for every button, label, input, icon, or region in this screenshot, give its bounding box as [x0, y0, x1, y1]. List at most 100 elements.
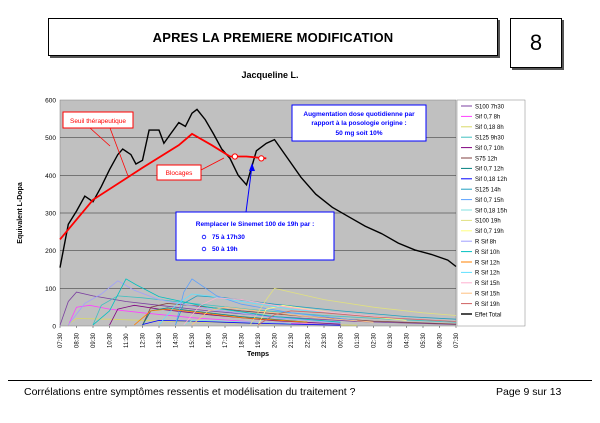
series-line	[175, 278, 358, 326]
x-tick-label: 10:30	[108, 332, 114, 348]
chart-title: Jacqueline L.	[241, 70, 298, 80]
page-title: APRES LA PREMIERE MODIFICATION	[152, 29, 394, 45]
y-tick-label: 500	[45, 135, 56, 142]
threshold-callout: Seuil thérapeutique	[62, 111, 134, 177]
legend-label: S100 19h	[475, 219, 501, 225]
y-tick-label: 0	[52, 324, 56, 331]
dose-increase-line-3: 50 mg soit 10%	[336, 130, 383, 137]
threshold-arrow-1	[89, 127, 111, 147]
series-line	[92, 278, 341, 326]
legend-label: S75 12h	[475, 156, 497, 162]
y-tick-labels: 0 100 200 300 400 500 600	[45, 98, 56, 331]
x-axis-label: Temps	[247, 351, 269, 358]
legend-label: Sif 0,7 15h	[475, 198, 504, 204]
y-axis-label: Equivalent L-Dopa	[17, 182, 24, 244]
x-tick-label: 18:30	[240, 332, 246, 348]
blockage-callout: Blocages	[156, 157, 225, 181]
legend-label: Sif 0,18 12h	[475, 177, 507, 183]
x-tick-label: 23:30	[322, 332, 328, 348]
legend-label: Sif 0,18 15h	[475, 208, 507, 214]
threshold-label: Seuil thérapeutique	[70, 118, 126, 125]
x-tick-label: 07:30	[454, 332, 460, 348]
x-tick-label: 09:30	[91, 332, 97, 348]
series-line	[134, 308, 308, 326]
legend-label: S100 7h30	[475, 104, 505, 110]
legend-label: S125 14h	[475, 188, 501, 194]
threshold-group	[59, 132, 267, 240]
x-tick-label: 00:30	[339, 332, 345, 348]
page-number: 8	[529, 30, 543, 55]
blockage-arrow	[200, 157, 225, 171]
x-tick-label: 08:30	[75, 332, 81, 348]
legend-label: R Sif 8h	[475, 240, 496, 246]
x-tick-label: 07:30	[58, 332, 64, 348]
dose-increase-box	[291, 104, 427, 142]
replacement-arrow	[245, 165, 253, 213]
series-line	[67, 304, 325, 326]
y-tick-label: 300	[45, 211, 56, 218]
y-tick-label: 100	[45, 286, 56, 293]
series-line	[191, 306, 374, 326]
series-line	[183, 319, 292, 326]
x-tick-label: 01:30	[355, 332, 361, 348]
x-tick-label: 21:30	[289, 332, 295, 348]
blockage-label-box	[156, 164, 202, 181]
dose-increase-line-1: Augmentation dose quotidienne par	[303, 111, 415, 118]
legend-label: S125 9h30	[475, 136, 505, 142]
y-tick-label: 200	[45, 248, 56, 255]
series-line	[67, 280, 341, 326]
blockage-label: Blocages	[166, 170, 193, 177]
title-box: APRES LA PREMIERE MODIFICATION	[48, 18, 498, 56]
legend-label: R Sif 10h	[475, 250, 500, 256]
replacement-item-1: 75 à 17h30	[212, 234, 245, 241]
y-tick-label: 400	[45, 173, 56, 180]
legend-label: Sif 0,7 8h	[475, 115, 500, 121]
legend-label: Sif 0,7 12h	[475, 167, 504, 173]
threshold-label-box	[62, 111, 134, 129]
legend-label: R Sif 15h	[475, 292, 500, 298]
replacement-item-2: 50 à 19h	[212, 246, 238, 253]
footer-divider	[8, 380, 592, 381]
bullet-2	[201, 246, 207, 252]
x-tick-label: 15:30	[190, 332, 196, 348]
x-tick-label: 02:30	[372, 332, 378, 348]
x-tick-label: 03:30	[388, 332, 394, 348]
series-line	[59, 108, 457, 268]
threshold-arrow-2	[109, 127, 129, 177]
series-line	[249, 287, 457, 326]
blockage-point	[258, 155, 265, 162]
series-line	[183, 297, 457, 326]
dose-increase-line-2: rapport à la posologie origine :	[311, 120, 406, 127]
x-tick-label: 06:30	[438, 332, 444, 348]
legend-label: Sif 0,18 8h	[475, 125, 504, 131]
legend-label: R Sif 12h	[475, 260, 500, 266]
series-line	[59, 291, 457, 326]
x-tick-label: 05:30	[421, 332, 427, 348]
replacement-box	[175, 211, 335, 261]
legend-label: R Sif 12h	[475, 271, 500, 277]
legend-label: Sif 0,7 19h	[475, 229, 504, 235]
replacement-arrow-head	[249, 163, 255, 171]
x-tick-labels: 07:30 08:30 09:30 10:30 11:30 12:30 13:30 14:30…	[58, 326, 460, 348]
x-tick-label: 14:30	[174, 332, 180, 348]
x-tick-label: 12:30	[141, 332, 147, 348]
replacement-line-1: Remplacer le Sinemet 100 de 19h par :	[196, 221, 315, 228]
footer-page-label: Page 9 sur 13	[496, 386, 562, 398]
threshold-line	[59, 132, 267, 240]
x-tick-label: 19:30	[256, 332, 262, 348]
x-tick-label: 11:30	[124, 333, 130, 348]
x-tick-label: 17:30	[223, 332, 229, 348]
page-number-box: 8	[510, 18, 562, 68]
series-line	[142, 319, 341, 326]
x-tick-label: 22:30	[306, 332, 312, 348]
footer-caption: Corrélations entre symptômes ressentis e…	[24, 386, 356, 398]
x-tick-label: 13:30	[157, 332, 163, 348]
legend-label: Effet Total	[475, 312, 501, 318]
replacement-callout: Remplacer le Sinemet 100 de 19h par : 75…	[175, 163, 335, 261]
legend: S100 7h30 Sif 0,7 8h Sif 0,18 8h S125 9h30 S…	[461, 104, 507, 318]
legend-label: R Sif 19h	[475, 302, 500, 308]
bullet-1	[201, 234, 207, 240]
y-tick-label: 600	[45, 98, 56, 105]
series-group	[59, 108, 457, 326]
